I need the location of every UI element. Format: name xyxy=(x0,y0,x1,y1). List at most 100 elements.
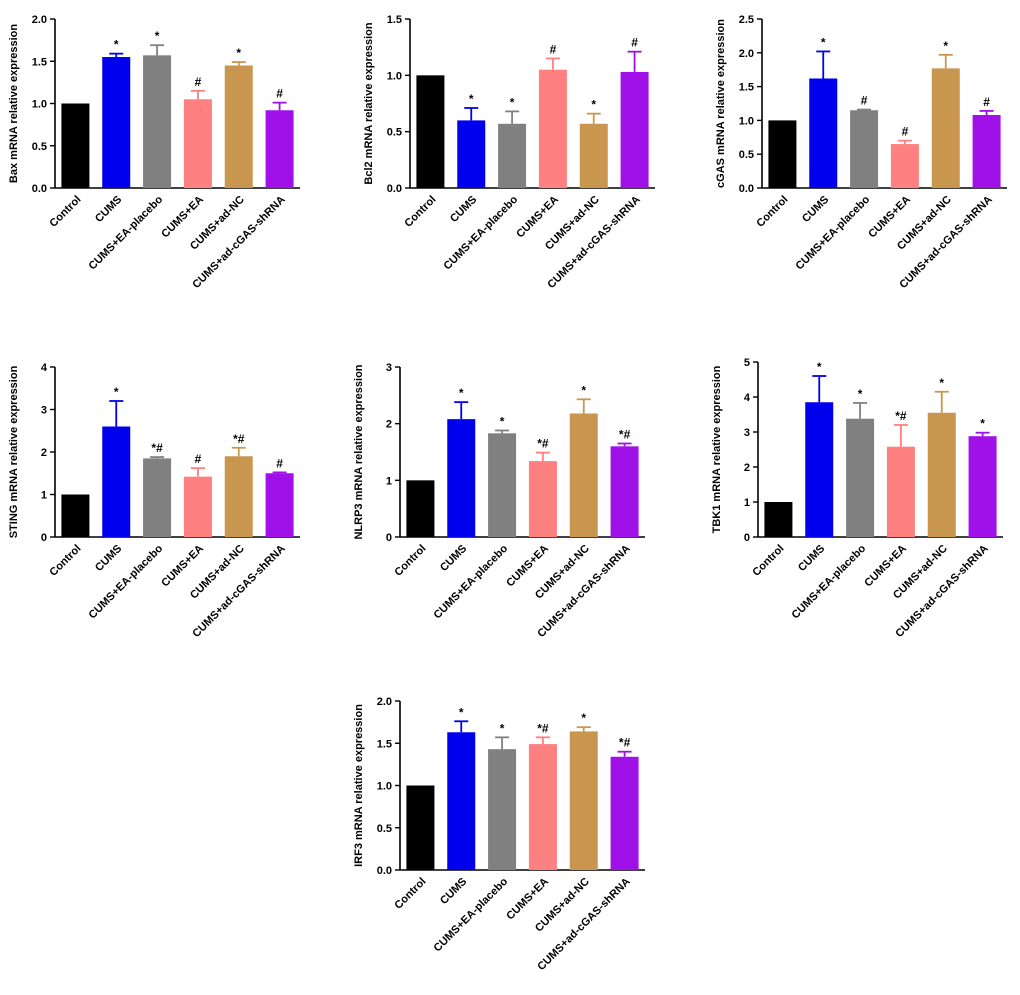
y-tick-label: 1.5 xyxy=(377,738,392,750)
bar-cums-ea xyxy=(183,99,212,188)
bar-cums-ea-placebo xyxy=(850,110,879,188)
significance-label: * xyxy=(980,417,985,431)
significance-label: *# xyxy=(537,721,549,735)
y-tick-label: 0.5 xyxy=(377,823,392,835)
significance-label: * xyxy=(510,95,515,109)
significance-label: # xyxy=(550,42,557,56)
bar-cums xyxy=(805,402,834,537)
y-tick-label: 4 xyxy=(41,362,48,374)
x-category-label: Control xyxy=(754,194,790,230)
y-tick-label: 0.0 xyxy=(739,183,754,195)
bar-cums-ea xyxy=(528,744,557,870)
significance-label: *# xyxy=(895,409,907,423)
chart-panel-5: 0 1 2 3 NLRP3 mRNA relative expression Contro… xyxy=(353,362,645,640)
y-tick-label: 2 xyxy=(386,419,392,431)
significance-label: * xyxy=(500,414,505,428)
x-category-label: CUMS+EA-placebo xyxy=(789,542,868,621)
bar-cums-ad-cgas-shrna xyxy=(610,446,639,537)
bar-cums-ea xyxy=(538,69,567,188)
x-category-label: CUMS xyxy=(796,543,827,574)
y-tick-label: 2 xyxy=(744,462,750,474)
chart-panel-4: 0 1 2 3 4 STING mRNA relative expression Contr… xyxy=(8,362,300,640)
y-tick-label: 3 xyxy=(41,405,47,417)
bar-cums-ad-nc xyxy=(569,731,598,870)
y-tick-label: 1 xyxy=(744,497,750,509)
significance-label: * xyxy=(817,360,822,374)
bar-cums-ad-nc xyxy=(579,123,608,188)
x-category-label: Control xyxy=(402,194,438,230)
significance-label: # xyxy=(902,125,909,139)
bar-cums-ad-nc xyxy=(931,68,960,188)
x-category-label: CUMS+EA-placebo xyxy=(431,542,510,621)
chart-panel-6: 0 1 2 3 4 5 TBK1 mRNA relative expression Contr… xyxy=(711,357,1003,640)
bar-cums-ea xyxy=(528,461,557,537)
y-tick-label: 0.5 xyxy=(739,149,754,161)
y-axis-label: IRF3 mRNA relative expression xyxy=(353,704,365,867)
bar-cums-ea-placebo xyxy=(488,433,517,537)
x-category-label: Control xyxy=(392,876,428,912)
bar-control xyxy=(406,785,435,870)
y-tick-label: 1.0 xyxy=(32,99,47,111)
significance-label: * xyxy=(236,46,241,60)
y-tick-label: 0 xyxy=(41,532,47,544)
significance-label: * xyxy=(469,92,474,106)
significance-label: # xyxy=(276,456,283,470)
bar-control xyxy=(416,75,445,188)
y-tick-label: 0 xyxy=(386,532,392,544)
y-axis-label: NLRP3 mRNA relative expression xyxy=(353,364,365,539)
x-category-label: CUMS xyxy=(448,194,479,225)
bar-cums-ea xyxy=(183,476,212,537)
bar-cums-ea xyxy=(890,144,919,188)
y-tick-label: 1.5 xyxy=(739,82,754,94)
chart-panel-7: 0.0 0.5 1.0 1.5 2.0 IRF3 mRNA relative expres… xyxy=(353,696,645,973)
bar-cums xyxy=(447,732,476,870)
bar-control xyxy=(61,494,90,537)
x-category-label: CUMS xyxy=(800,194,831,225)
significance-label: * xyxy=(500,721,505,735)
bar-control xyxy=(768,120,797,188)
significance-label: * xyxy=(821,35,826,49)
significance-label: *# xyxy=(619,428,631,442)
y-tick-label: 1.5 xyxy=(32,56,47,68)
y-tick-label: 1 xyxy=(386,475,392,487)
x-category-label: CUMS+EA-placebo xyxy=(86,542,165,621)
y-tick-label: 1.0 xyxy=(387,70,402,82)
x-category-label: Control xyxy=(392,543,428,579)
x-category-label: CUMS+EA-placebo xyxy=(86,193,165,272)
significance-label: * xyxy=(581,711,586,725)
y-tick-label: 0.0 xyxy=(32,183,47,195)
y-axis-label: TBK1 mRNA relative expression xyxy=(711,365,723,533)
y-tick-label: 1.0 xyxy=(739,115,754,127)
x-category-label: Control xyxy=(750,543,786,579)
significance-label: * xyxy=(943,39,948,53)
bar-cums-ea-placebo xyxy=(143,458,172,537)
bar-cums xyxy=(457,120,486,188)
x-category-label: CUMS xyxy=(438,876,469,907)
bar-cums-ad-nc xyxy=(224,65,253,188)
y-axis-label: cGAS mRNA relative expression xyxy=(715,19,727,188)
significance-label: # xyxy=(983,95,990,109)
y-tick-label: 2.0 xyxy=(32,14,47,26)
y-tick-label: 2.5 xyxy=(739,14,754,26)
y-tick-label: 1.5 xyxy=(387,14,402,26)
significance-label: * xyxy=(591,98,596,112)
bar-cums-ad-cgas-shrna xyxy=(968,436,997,537)
significance-label: *# xyxy=(619,736,631,750)
significance-label: * xyxy=(459,386,464,400)
significance-label: * xyxy=(858,387,863,401)
x-category-label: Control xyxy=(47,194,83,230)
y-axis-label: Bax mRNA relative expression xyxy=(8,24,20,183)
chart-panel-3: 0.0 0.5 1.0 1.5 2.0 2.5 cGAS mRNA relative exp… xyxy=(715,14,1007,291)
x-category-label: Control xyxy=(47,543,83,579)
significance-label: # xyxy=(861,94,868,108)
y-tick-label: 0.0 xyxy=(387,183,402,195)
x-category-label: CUMS+EA-placebo xyxy=(431,875,510,954)
y-tick-label: 3 xyxy=(386,362,392,374)
bar-cums xyxy=(447,419,476,537)
significance-label: * xyxy=(155,29,160,43)
y-tick-label: 2 xyxy=(41,447,47,459)
bar-cums xyxy=(102,426,131,537)
y-tick-label: 0.5 xyxy=(387,127,402,139)
bar-control xyxy=(406,480,435,537)
